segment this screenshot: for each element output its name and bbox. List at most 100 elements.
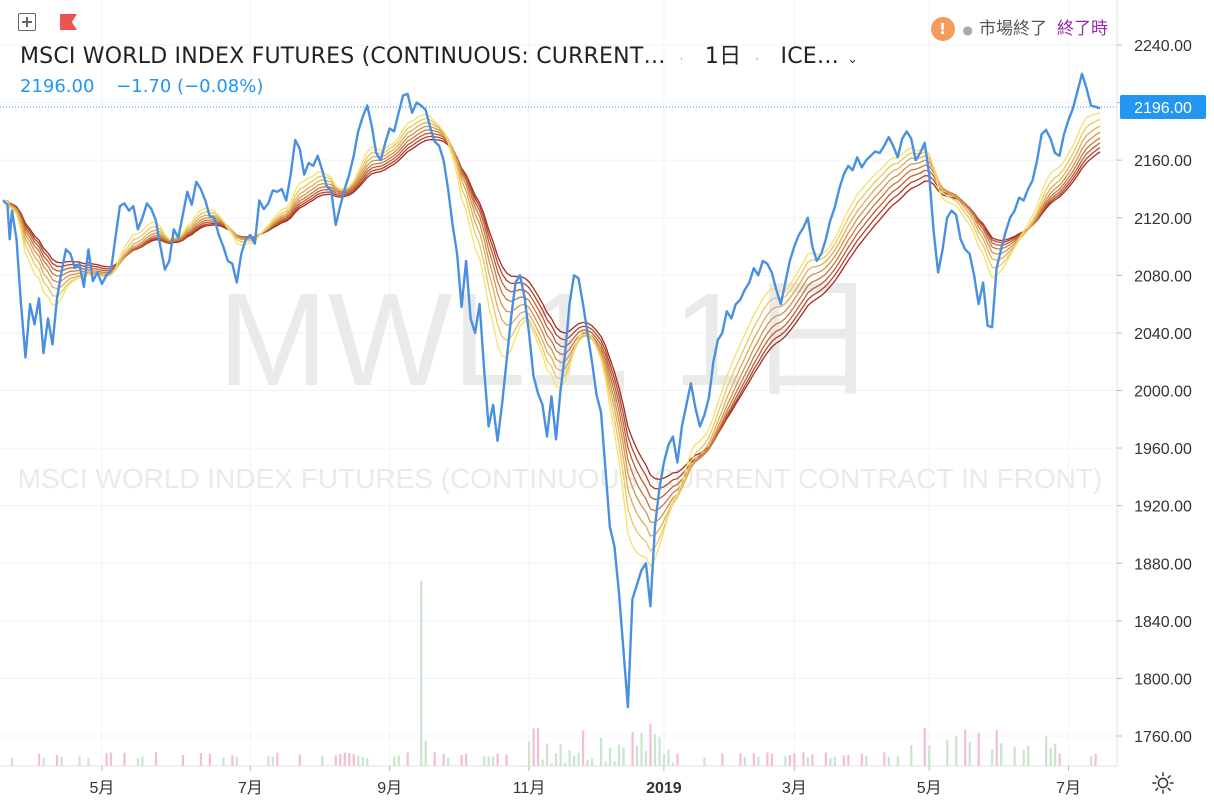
volume-bar xyxy=(784,756,787,766)
volume-bar xyxy=(397,755,400,766)
y-tick-label: 1840.00 xyxy=(1134,614,1192,631)
volume-bar xyxy=(55,755,59,766)
volume-bar xyxy=(649,724,652,766)
volume-bar xyxy=(222,757,225,766)
volume-bar xyxy=(824,752,827,766)
volume-bar xyxy=(496,753,499,766)
volume-bar xyxy=(78,756,81,766)
volume-bar xyxy=(487,756,490,766)
volume-bar xyxy=(991,749,994,766)
price-series-line xyxy=(2,72,1101,709)
volume-bar xyxy=(928,745,931,766)
volume-bar xyxy=(559,744,562,766)
volume-bar xyxy=(599,737,603,766)
volume-bar xyxy=(811,754,814,766)
market-status[interactable]: ! ● 市場終了 終了時 xyxy=(930,14,1108,41)
volume-bar xyxy=(788,754,791,766)
market-closed-label: 終了時 xyxy=(1057,19,1108,39)
volume-bar xyxy=(181,755,185,766)
volume-bar xyxy=(563,763,567,766)
chevron-down-icon[interactable]: ⌄ xyxy=(847,52,859,67)
volume-bar xyxy=(141,756,144,766)
volume-bar xyxy=(1094,754,1097,766)
separator-dot: · xyxy=(679,52,684,66)
volume-bar xyxy=(640,732,643,766)
volume-bar xyxy=(676,753,679,766)
volume-bar xyxy=(532,728,535,766)
volume-bar xyxy=(298,754,301,766)
volume-bar xyxy=(109,752,113,766)
volume-bar xyxy=(406,752,409,766)
volume-bar xyxy=(604,762,607,766)
volume-bar xyxy=(865,755,868,766)
volume-bar xyxy=(910,744,913,766)
x-tick-label: 5月 xyxy=(917,780,942,797)
x-tick-label: 9月 xyxy=(377,780,402,797)
add-symbol-icon[interactable] xyxy=(18,13,36,31)
volume-bar xyxy=(757,756,760,766)
price-change: −1.70 (−0.08%) xyxy=(116,76,264,97)
y-tick-label: 1760.00 xyxy=(1134,729,1192,746)
volume-bar xyxy=(460,754,463,766)
volume-bar xyxy=(420,581,423,766)
volume-bar xyxy=(550,763,553,766)
volume-bar xyxy=(923,727,926,766)
volume-bar xyxy=(703,757,706,766)
volume-bar xyxy=(667,749,670,766)
volume-bar xyxy=(424,741,427,766)
volume-bar xyxy=(37,753,41,766)
volume-bar xyxy=(847,755,850,766)
ma-ribbon-line xyxy=(2,129,1101,512)
volume-bar xyxy=(608,747,612,766)
volume-bar xyxy=(541,759,544,766)
last-price-tag-label: 2196.00 xyxy=(1134,100,1192,117)
volume-bar xyxy=(964,729,967,766)
warning-icon[interactable]: ! xyxy=(930,17,955,41)
ma-ribbon-line xyxy=(2,112,1101,568)
volume-bar xyxy=(528,741,531,766)
volume-bar xyxy=(60,756,63,766)
volume-bar xyxy=(743,756,747,766)
time-axis[interactable]: 5月 7月 9月 11月 2019 3月 5月 7月 xyxy=(89,766,1081,797)
volume-bar xyxy=(631,731,634,766)
symbol-title[interactable]: MSCI WORLD INDEX FUTURES (CONTINUOUS: CU… xyxy=(20,44,666,69)
volume-bar xyxy=(613,761,616,766)
y-tick-label: 2160.00 xyxy=(1134,153,1192,170)
volume-bar xyxy=(42,757,45,766)
volume-bar xyxy=(739,753,742,766)
watermark-name: MSCI WORLD INDEX FUTURES (CONTINUOUS: CU… xyxy=(18,463,1103,494)
exchange-label[interactable]: ICE… xyxy=(780,44,840,69)
x-tick-label: 3月 xyxy=(782,780,807,797)
gear-icon[interactable] xyxy=(1152,772,1174,794)
volume-bar xyxy=(1045,736,1048,766)
interval-label[interactable]: 1日 xyxy=(704,44,742,69)
volume-bar xyxy=(590,758,594,766)
volume-bar xyxy=(671,762,675,766)
y-tick-label: 2040.00 xyxy=(1134,326,1192,343)
volume-bar xyxy=(653,733,657,766)
volume-bar xyxy=(644,750,648,766)
volume-bar xyxy=(1058,753,1061,766)
y-tick-label: 2000.00 xyxy=(1134,384,1192,401)
y-tick-label: 2120.00 xyxy=(1134,211,1192,228)
y-tick-label: 1800.00 xyxy=(1134,671,1192,688)
volume-bar xyxy=(105,752,108,766)
volume-bar xyxy=(271,756,274,766)
y-tick-label: 1880.00 xyxy=(1134,556,1192,573)
price-axis[interactable]: 2240.002200.002160.002120.002080.002040.… xyxy=(1117,38,1192,746)
volume-bar xyxy=(208,753,212,766)
separator-dot: · xyxy=(755,52,760,66)
volume-bar xyxy=(833,756,836,766)
ma-ribbon-line xyxy=(2,135,1101,490)
volume-bar xyxy=(366,758,369,766)
volume-bar xyxy=(829,758,832,766)
flag-icon[interactable] xyxy=(60,14,77,30)
volume-bar xyxy=(577,752,580,766)
volume-bars xyxy=(10,581,1097,766)
symbol-header[interactable]: MSCI WORLD INDEX FUTURES (CONTINUOUS: CU… xyxy=(20,38,872,70)
volume-bar xyxy=(995,730,998,766)
volume-bar xyxy=(883,752,886,766)
volume-bar xyxy=(1049,747,1052,766)
volume-bar xyxy=(546,743,549,766)
